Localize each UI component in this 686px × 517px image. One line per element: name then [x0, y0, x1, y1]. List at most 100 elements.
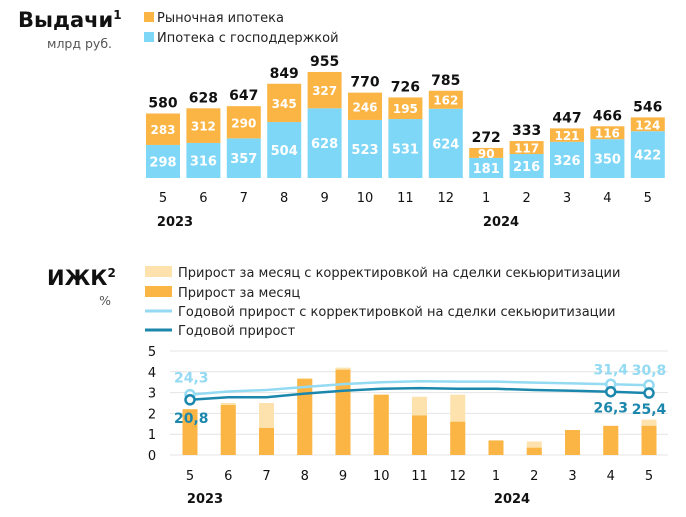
data-label-total: 647 [229, 88, 258, 104]
data-label-market: 290 [231, 116, 256, 130]
data-label-state: 422 [634, 149, 661, 164]
data-label-total: 580 [148, 96, 177, 112]
line-annual [189, 386, 650, 402]
bar-monthly [182, 409, 198, 455]
y-tick-label: 1 [148, 428, 156, 443]
data-label-market: 283 [150, 123, 175, 137]
data-label-total: 466 [593, 108, 622, 124]
bar-market [186, 108, 221, 143]
data-label-state: 531 [392, 143, 419, 158]
bar-state [186, 142, 221, 178]
bar-monthly [450, 421, 466, 455]
legend-bar: Прирост за месяц [178, 286, 300, 301]
data-label-market: 246 [352, 100, 377, 114]
data-label-state: 628 [311, 137, 338, 152]
x-tick-label: 2 [530, 469, 538, 484]
bar-market [388, 97, 423, 120]
x-tick-label: 6 [199, 191, 207, 206]
bar-monthly [603, 425, 619, 455]
bar-monthly [259, 427, 274, 455]
year-label: 2023 [157, 215, 193, 230]
bar-monthly [488, 440, 504, 455]
x-tick-label: 7 [240, 191, 248, 206]
line-annual-adjusted [189, 379, 650, 396]
data-label-total: 955 [310, 54, 339, 70]
x-tick-label: 9 [339, 469, 347, 484]
bar-state [388, 119, 423, 178]
bar-monthly [297, 379, 313, 455]
y-tick-label: 4 [148, 366, 156, 381]
data-label-total: 770 [350, 75, 379, 91]
legend-adj-line: Годовой прирост с корректировкой на сдел… [178, 305, 615, 320]
data-label-market: 345 [272, 97, 297, 111]
bar-market [630, 117, 665, 132]
bar-state [630, 131, 665, 178]
year-label: 2023 [187, 492, 223, 507]
x-tick-label: 1 [482, 191, 490, 206]
legend-line: Годовой прирост [178, 324, 296, 339]
data-label-total: 628 [189, 90, 218, 106]
bar-market [267, 83, 302, 123]
x-tick-label: 9 [320, 191, 328, 206]
x-tick-label: 11 [397, 191, 414, 206]
bar-state [469, 157, 504, 178]
data-label-state: 316 [190, 154, 217, 169]
y-tick-label: 0 [148, 449, 156, 464]
y-tick-label: 5 [148, 345, 156, 360]
bar-market [146, 113, 180, 145]
bar-market [348, 92, 382, 120]
x-tick-label: 11 [411, 469, 428, 484]
data-label-state: 624 [432, 137, 459, 152]
chart1-title: Выдачи1 [18, 8, 122, 32]
data-label-state: 326 [553, 154, 580, 169]
data-label-market: 327 [312, 84, 337, 98]
data-label-market: 312 [191, 120, 216, 134]
x-tick-label: 1 [492, 469, 500, 484]
bar-monthly [565, 430, 580, 455]
y-tick-label: 2 [148, 407, 156, 422]
x-tick-label: 8 [280, 191, 288, 206]
bar-state [146, 144, 180, 178]
data-label-market: 124 [635, 118, 660, 132]
legend-state: Ипотека с господдержкой [157, 31, 339, 46]
annotation-adj-last: 30,8 [632, 363, 667, 379]
x-tick-label: 10 [373, 469, 390, 484]
data-label-total: 546 [633, 99, 662, 115]
bar-market [226, 106, 261, 139]
x-tick-label: 12 [449, 469, 466, 484]
data-label-total: 447 [552, 110, 581, 126]
legend-swatch-state [144, 32, 154, 42]
bar-state [428, 108, 463, 178]
annotation-last: 26,3 [593, 401, 628, 417]
data-label-total: 726 [391, 79, 420, 95]
legend-swatch-bar [145, 286, 172, 297]
bar-market [307, 71, 342, 109]
bar-state [307, 108, 342, 178]
bar-state [590, 139, 625, 178]
data-label-state: 216 [513, 160, 540, 175]
x-tick-label: 3 [568, 469, 576, 484]
x-tick-label: 2 [522, 191, 530, 206]
annotation-first: 20,8 [174, 411, 209, 427]
chart1-unit: млрд руб. [47, 36, 112, 51]
bar-monthly [641, 425, 657, 455]
annotation-last: 25,4 [632, 402, 667, 418]
legend-adj-bar: Прирост за месяц с корректировкой на сде… [178, 266, 620, 281]
x-tick-label: 5 [186, 469, 194, 484]
legend-swatch-market [144, 12, 154, 22]
bar-state [267, 122, 302, 178]
x-tick-label: 5 [644, 191, 652, 206]
bar-monthly [412, 415, 427, 455]
data-label-market: 117 [514, 142, 539, 156]
x-tick-label: 4 [603, 191, 611, 206]
legend-market: Рыночная ипотека [157, 11, 284, 26]
x-tick-label: 3 [563, 191, 571, 206]
bar-state [348, 119, 382, 178]
bar-state [226, 138, 261, 178]
x-tick-label: 5 [645, 469, 653, 484]
x-tick-label: 12 [438, 191, 455, 206]
data-label-state: 523 [351, 143, 378, 158]
data-label-state: 357 [230, 152, 257, 167]
data-label-market: 195 [393, 102, 418, 116]
